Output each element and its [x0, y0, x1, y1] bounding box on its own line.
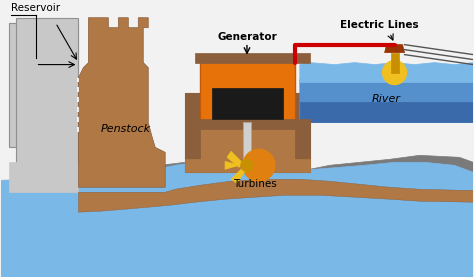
Text: Penstock: Penstock	[100, 124, 151, 134]
Polygon shape	[195, 53, 310, 63]
Polygon shape	[78, 18, 165, 187]
Text: Generator: Generator	[217, 32, 277, 42]
Polygon shape	[78, 179, 474, 212]
Polygon shape	[195, 119, 310, 129]
Polygon shape	[300, 78, 474, 122]
Text: Reservoir: Reservoir	[10, 3, 60, 13]
Text: Electric Lines: Electric Lines	[340, 20, 419, 30]
Polygon shape	[384, 45, 404, 53]
Polygon shape	[300, 102, 474, 122]
Polygon shape	[9, 162, 78, 192]
Polygon shape	[212, 88, 283, 119]
Circle shape	[383, 61, 407, 84]
Polygon shape	[0, 179, 170, 277]
Text: Turbines: Turbines	[233, 179, 277, 189]
Polygon shape	[0, 162, 474, 277]
Polygon shape	[295, 93, 310, 172]
Circle shape	[241, 159, 253, 171]
Polygon shape	[16, 142, 78, 167]
Polygon shape	[231, 167, 245, 183]
Polygon shape	[0, 155, 474, 277]
Polygon shape	[185, 93, 200, 172]
Polygon shape	[391, 53, 399, 73]
Polygon shape	[16, 18, 78, 172]
Polygon shape	[185, 93, 310, 172]
Circle shape	[243, 149, 275, 181]
Text: River: River	[372, 94, 401, 104]
Polygon shape	[225, 161, 239, 169]
Polygon shape	[185, 159, 310, 172]
Polygon shape	[243, 122, 251, 159]
Polygon shape	[200, 58, 295, 122]
Polygon shape	[9, 23, 78, 147]
Polygon shape	[227, 151, 243, 167]
Polygon shape	[300, 63, 474, 83]
